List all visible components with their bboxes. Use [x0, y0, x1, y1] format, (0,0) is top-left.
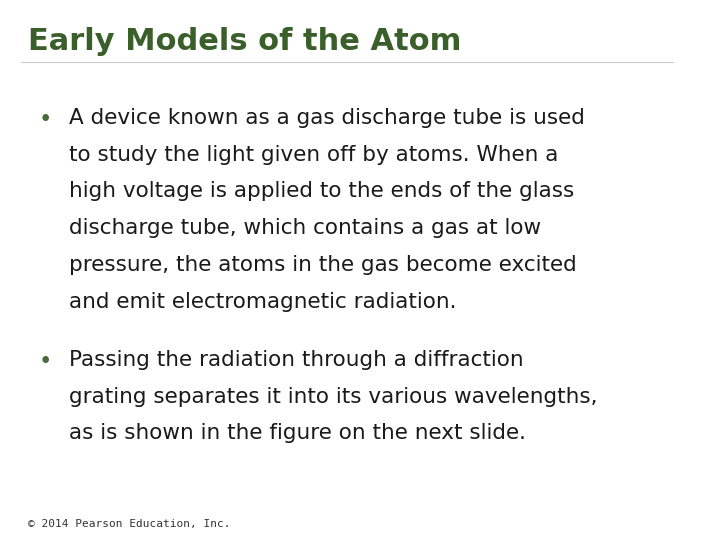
Text: to study the light given off by atoms. When a: to study the light given off by atoms. W… — [69, 145, 559, 165]
Text: © 2014 Pearson Education, Inc.: © 2014 Pearson Education, Inc. — [28, 519, 230, 529]
Text: A device known as a gas discharge tube is used: A device known as a gas discharge tube i… — [69, 108, 585, 128]
Text: discharge tube, which contains a gas at low: discharge tube, which contains a gas at … — [69, 218, 541, 238]
Text: Early Models of the Atom: Early Models of the Atom — [28, 27, 461, 56]
Text: grating separates it into its various wavelengths,: grating separates it into its various wa… — [69, 387, 598, 407]
Text: high voltage is applied to the ends of the glass: high voltage is applied to the ends of t… — [69, 181, 575, 201]
Text: and emit electromagnetic radiation.: and emit electromagnetic radiation. — [69, 292, 457, 312]
Text: Passing the radiation through a diffraction: Passing the radiation through a diffract… — [69, 350, 524, 370]
Text: pressure, the atoms in the gas become excited: pressure, the atoms in the gas become ex… — [69, 255, 577, 275]
Text: •: • — [38, 108, 52, 131]
Text: •: • — [38, 350, 52, 373]
Text: as is shown in the figure on the next slide.: as is shown in the figure on the next sl… — [69, 423, 526, 443]
